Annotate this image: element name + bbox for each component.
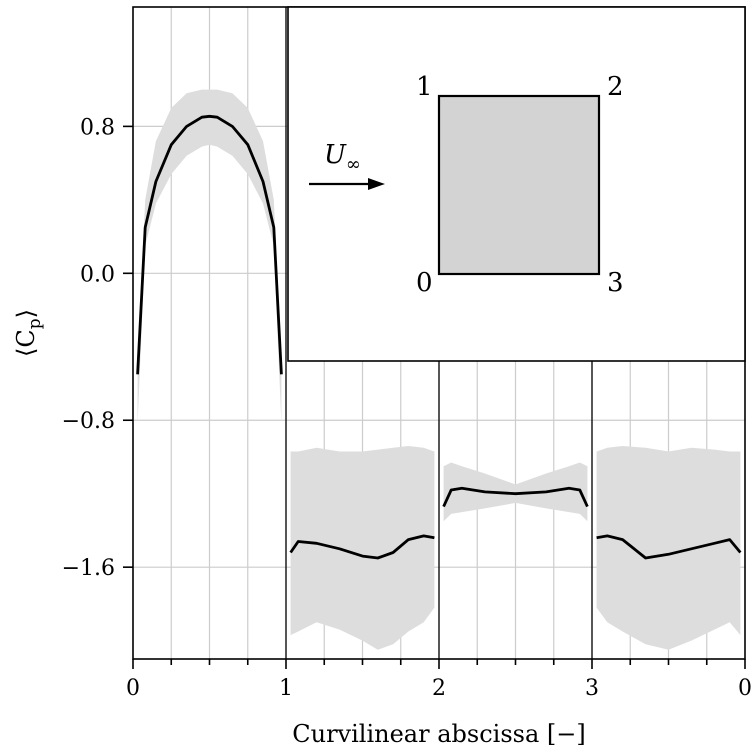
flow-label: U∞ bbox=[324, 140, 361, 175]
mean-line-1-2 bbox=[289, 534, 435, 560]
mean-lines bbox=[136, 114, 742, 560]
y-axis-label: ⟨Cp⟩ bbox=[12, 309, 45, 357]
x-tick-label: 2 bbox=[432, 676, 446, 701]
corner-label-1: 1 bbox=[416, 72, 433, 102]
y-tick-label: −0.8 bbox=[62, 409, 115, 434]
flow-label-main: U bbox=[324, 140, 347, 170]
inset-square bbox=[437, 94, 601, 276]
mean-line-0-1 bbox=[136, 114, 283, 375]
corner-label-0: 0 bbox=[416, 268, 433, 298]
x-tick-label: 3 bbox=[585, 676, 599, 701]
y-tick-label: 0.0 bbox=[80, 262, 115, 287]
std-band-2-3 bbox=[443, 462, 588, 522]
x-tick-label: 1 bbox=[279, 676, 293, 701]
std-band-1-2 bbox=[290, 446, 435, 650]
flow-arrow bbox=[309, 178, 385, 190]
y-tick-label: −1.6 bbox=[62, 556, 115, 581]
inset-diagram: 0 1 2 3 U∞ bbox=[287, 6, 746, 362]
x-axis-label: Curvilinear abscissa [−] bbox=[292, 720, 585, 748]
std-bands bbox=[137, 89, 741, 650]
corner-label-2: 2 bbox=[607, 72, 624, 102]
std-band-3-0 bbox=[596, 446, 741, 650]
axis-ticks bbox=[123, 125, 746, 669]
mean-line-2-3 bbox=[442, 486, 589, 508]
y-axis-label-sub: p bbox=[25, 318, 45, 329]
flow-label-sub: ∞ bbox=[346, 154, 361, 175]
mean-line-3-0 bbox=[596, 534, 742, 560]
corner-label-3: 3 bbox=[607, 268, 624, 298]
x-tick-label: 0 bbox=[126, 676, 140, 701]
tick-labels: 0 1 2 3 0 0.8 0.0 −0.8 −1.6 bbox=[62, 115, 752, 701]
y-tick-label: 0.8 bbox=[80, 115, 115, 140]
x-tick-label: 0 bbox=[738, 676, 752, 701]
y-axis-label-main: ⟨C bbox=[12, 329, 40, 357]
y-axis-label-close: ⟩ bbox=[12, 309, 40, 318]
